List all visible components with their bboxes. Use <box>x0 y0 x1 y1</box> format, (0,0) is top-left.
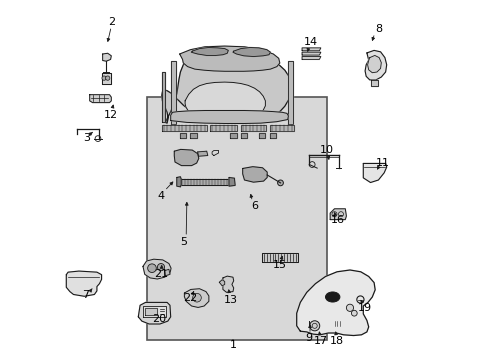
Polygon shape <box>270 125 294 131</box>
Polygon shape <box>365 50 386 80</box>
Polygon shape <box>370 80 377 86</box>
Polygon shape <box>162 125 206 131</box>
Text: 8: 8 <box>374 24 381 34</box>
Text: 6: 6 <box>250 201 258 211</box>
Circle shape <box>351 310 356 316</box>
Bar <box>146 97 326 340</box>
Polygon shape <box>269 133 276 138</box>
Text: 7: 7 <box>82 290 89 300</box>
Circle shape <box>277 180 283 186</box>
Text: 5: 5 <box>180 237 186 247</box>
Polygon shape <box>197 151 207 156</box>
Circle shape <box>252 170 260 177</box>
Polygon shape <box>241 133 247 138</box>
Text: 2: 2 <box>107 17 115 27</box>
Text: 16: 16 <box>330 215 344 225</box>
Ellipse shape <box>325 292 339 302</box>
Polygon shape <box>170 61 176 124</box>
Polygon shape <box>144 308 157 315</box>
Circle shape <box>147 264 156 273</box>
Polygon shape <box>258 133 265 138</box>
Circle shape <box>105 76 110 80</box>
Polygon shape <box>162 49 291 123</box>
Text: 18: 18 <box>329 336 344 346</box>
Text: 17: 17 <box>313 336 327 346</box>
Text: 14: 14 <box>304 37 318 48</box>
Text: 10: 10 <box>320 145 334 156</box>
Polygon shape <box>228 177 235 186</box>
Circle shape <box>309 321 319 331</box>
Polygon shape <box>302 48 320 51</box>
Text: 9: 9 <box>305 333 312 343</box>
Polygon shape <box>66 271 102 296</box>
Text: 21: 21 <box>154 269 168 279</box>
Polygon shape <box>363 163 386 183</box>
Polygon shape <box>329 209 346 220</box>
Text: 20: 20 <box>151 314 165 324</box>
Polygon shape <box>164 269 170 276</box>
Polygon shape <box>210 125 237 131</box>
Text: 1: 1 <box>229 340 236 350</box>
Polygon shape <box>170 111 288 123</box>
Circle shape <box>192 293 201 302</box>
Polygon shape <box>174 149 199 166</box>
Polygon shape <box>184 289 208 307</box>
Polygon shape <box>287 61 292 124</box>
Polygon shape <box>185 82 265 122</box>
Polygon shape <box>302 52 320 55</box>
Polygon shape <box>179 46 279 71</box>
Circle shape <box>178 154 185 161</box>
Polygon shape <box>138 302 170 324</box>
Polygon shape <box>302 57 320 59</box>
Polygon shape <box>102 53 111 61</box>
Circle shape <box>346 304 353 311</box>
Polygon shape <box>261 253 297 262</box>
Polygon shape <box>179 133 186 138</box>
Polygon shape <box>241 125 265 131</box>
Circle shape <box>185 154 192 161</box>
Polygon shape <box>307 325 310 328</box>
Polygon shape <box>332 320 342 327</box>
Text: 3: 3 <box>83 132 90 143</box>
Text: 15: 15 <box>272 260 286 270</box>
Text: 12: 12 <box>103 110 118 120</box>
Polygon shape <box>142 306 166 317</box>
Polygon shape <box>367 55 381 73</box>
Polygon shape <box>305 315 312 321</box>
Polygon shape <box>242 167 266 182</box>
Text: 4: 4 <box>157 191 164 201</box>
Text: 22: 22 <box>183 293 197 303</box>
Circle shape <box>245 170 252 177</box>
Circle shape <box>102 76 106 80</box>
Text: 19: 19 <box>357 303 371 313</box>
Polygon shape <box>190 133 197 138</box>
Polygon shape <box>232 48 270 57</box>
Polygon shape <box>102 73 110 84</box>
Polygon shape <box>296 270 374 336</box>
Polygon shape <box>162 72 165 122</box>
Polygon shape <box>230 133 236 138</box>
Polygon shape <box>191 48 228 55</box>
Polygon shape <box>177 179 232 185</box>
Circle shape <box>191 154 197 160</box>
Text: 11: 11 <box>375 158 389 168</box>
Polygon shape <box>142 259 171 279</box>
Text: 13: 13 <box>224 294 237 305</box>
Polygon shape <box>223 276 233 292</box>
Polygon shape <box>177 177 181 187</box>
Circle shape <box>157 264 164 271</box>
Polygon shape <box>219 280 224 286</box>
Polygon shape <box>89 95 111 103</box>
